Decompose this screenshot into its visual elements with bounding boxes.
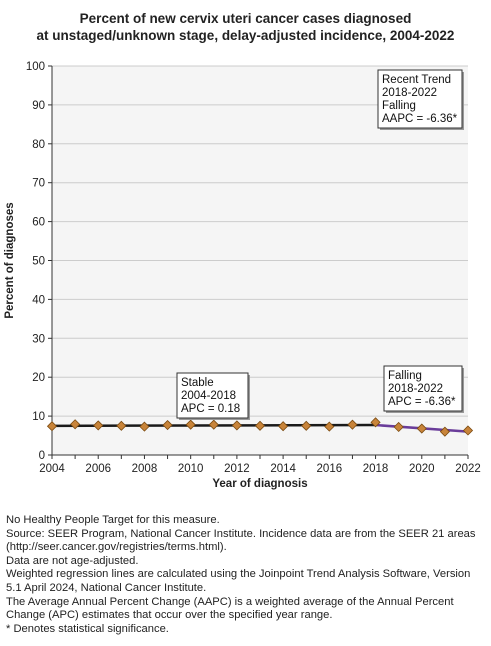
x-tick-label: 2012 — [224, 463, 250, 475]
annotation-recent-trend-line-3: Falling — [382, 100, 416, 112]
y-tick-label: 0 — [39, 450, 45, 462]
data-point-2012 — [231, 420, 242, 431]
x-tick-label: 2008 — [132, 463, 158, 475]
data-point-2018 — [370, 417, 381, 428]
data-point-2010 — [185, 419, 196, 430]
data-point-2005 — [70, 419, 81, 430]
line-chart: 0 10 20 30 40 50 60 70 80 90 100 2004 2006 2008 2010 20… — [4, 61, 481, 490]
footnotes: No Healthy People Target for this measur… — [6, 514, 486, 636]
footnote-source: Source: SEER Program, National Cancer In… — [6, 527, 476, 554]
y-tick-label: 80 — [32, 139, 45, 151]
x-tick-label: 2014 — [270, 463, 296, 475]
chart-title: Percent of new cervix uteri cancer cases… — [0, 10, 491, 44]
x-tick-label: 2016 — [317, 463, 343, 475]
annotation-falling-segment-line-2: 2018-2022 — [388, 383, 443, 395]
y-axis-title: Percent of diagnoses — [4, 202, 16, 318]
x-tick-label: 2006 — [85, 463, 111, 475]
data-point-2013 — [254, 420, 266, 431]
footnote-age-adjusted: Data are not age-adjusted. — [6, 554, 139, 567]
footnote-regression: Weighted regression lines are calculated… — [6, 568, 471, 594]
y-tick-label: 10 — [32, 411, 45, 423]
data-point-2006 — [93, 420, 104, 431]
x-tick-label: 2018 — [363, 463, 389, 475]
data-point-2008 — [139, 421, 150, 432]
y-tick-label: 100 — [26, 61, 45, 73]
x-tick-label: 2004 — [39, 463, 65, 475]
annotation-falling-segment-box — [383, 365, 463, 412]
data-point-2011 — [208, 419, 219, 430]
data-point-2019 — [393, 421, 404, 433]
chart-title-line-1: Percent of new cervix uteri cancer cases… — [79, 11, 412, 26]
x-tick-label: 2022 — [455, 463, 481, 475]
data-point-2015 — [301, 420, 312, 431]
data-point-2004 — [46, 421, 58, 432]
annotation-recent-trend-line-4: AAPC = -6.36* — [382, 113, 458, 125]
annotation-recent-trend-box — [377, 69, 463, 129]
chart-title-line-2: at unstaged/unknown stage, delay-adjuste… — [36, 28, 455, 43]
footnote-target: No Healthy People Target for this measur… — [6, 514, 220, 526]
data-point-2016 — [324, 421, 335, 432]
y-tick-label: 60 — [32, 217, 45, 229]
data-point-2007 — [116, 420, 127, 431]
annotation-stable-segment-line-2: 2004-2018 — [181, 390, 236, 402]
y-tick-label: 90 — [32, 100, 45, 112]
footnote-aapc: The Average Annual Percent Change (AAPC)… — [6, 595, 454, 622]
footnote-significance: * Denotes statistical significance. — [6, 622, 169, 635]
x-axis-title: Year of diagnosis — [212, 478, 307, 490]
annotation-stable-segment-box — [176, 372, 249, 419]
x-tick-label: 2020 — [409, 463, 435, 475]
data-point-2022 — [462, 425, 474, 436]
annotation-falling-segment-line-1: Falling — [388, 370, 422, 382]
y-tick-label: 50 — [32, 256, 45, 268]
data-point-2014 — [278, 421, 289, 432]
data-point-2017 — [347, 419, 358, 430]
data-point-2020 — [416, 423, 427, 434]
annotation-stable-segment-line-1: Stable — [181, 377, 214, 389]
annotation-stable-segment-line-3: APC = 0.18 — [181, 403, 240, 415]
x-tick-label: 2010 — [178, 463, 204, 475]
annotation-falling-segment-line-3: APC = -6.36* — [388, 396, 456, 408]
y-tick-label: 70 — [32, 178, 45, 190]
data-point-2021 — [439, 426, 450, 437]
y-tick-label: 30 — [32, 333, 45, 345]
y-tick-label: 20 — [32, 372, 45, 384]
data-point-2009 — [162, 419, 173, 431]
annotation-recent-trend-line-2: 2018-2022 — [382, 87, 437, 99]
annotation-recent-trend-line-1: Recent Trend — [382, 74, 451, 86]
y-tick-label: 40 — [32, 294, 45, 306]
